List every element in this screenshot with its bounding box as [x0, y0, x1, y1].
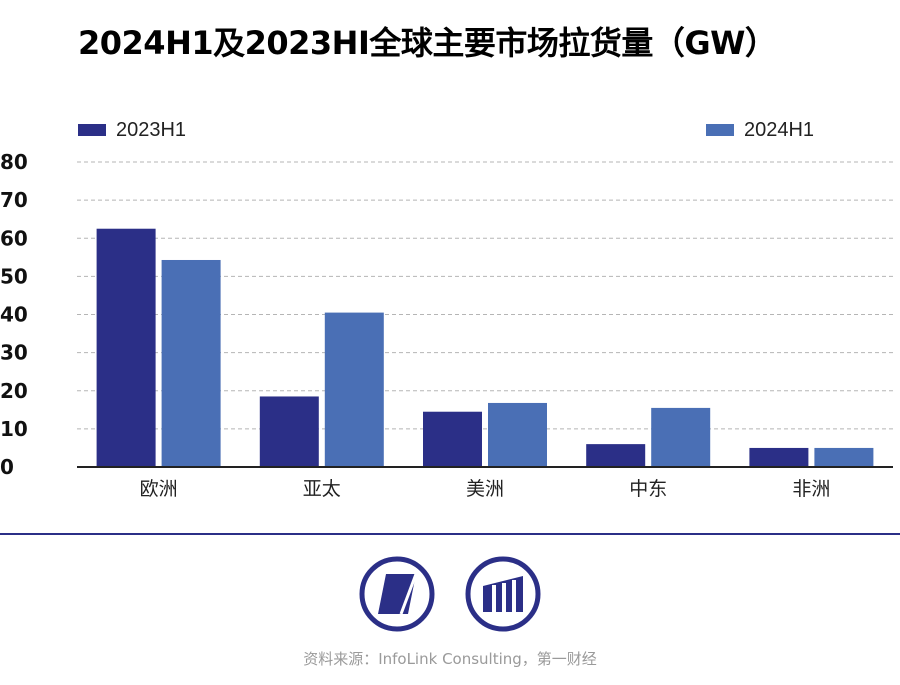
bar-2023h1-0 — [96, 228, 156, 467]
x-tick-label: 美洲 — [466, 478, 504, 500]
source-note: 资料来源：InfoLink Consulting，第一财经 — [303, 650, 597, 668]
x-tick-label: 欧洲 — [140, 478, 178, 500]
footer-divider — [0, 533, 900, 535]
bar-2023h1-4 — [749, 447, 809, 467]
legend-swatch-2024h1 — [706, 124, 734, 136]
bar-2024h1-3 — [651, 407, 711, 467]
y-tick-label: 70 — [0, 188, 28, 212]
bars — [96, 228, 874, 467]
y-tick-label: 20 — [0, 379, 28, 403]
y-tick-label: 50 — [0, 264, 28, 288]
legend-label-2023h1: 2023H1 — [116, 118, 187, 141]
x-tick-label: 中东 — [629, 478, 667, 500]
legend-label-2024h1: 2024H1 — [744, 118, 815, 141]
y-tick-label: 40 — [0, 303, 28, 327]
chart-title: 2024H1及2023HI全球主要市场拉货量（GW） — [78, 24, 777, 62]
bar-2023h1-1 — [259, 396, 319, 467]
y-tick-label: 10 — [0, 417, 28, 441]
bar-2024h1-4 — [814, 447, 874, 467]
bar-2023h1-3 — [586, 444, 646, 467]
infolink-logo-icon — [359, 556, 435, 632]
x-tick-label: 亚太 — [303, 478, 341, 500]
y-tick-label: 30 — [0, 341, 28, 365]
x-axis-ticks: 欧洲 亚太 美洲 中东 非洲 — [140, 478, 831, 500]
legend-swatch-2023h1 — [78, 124, 106, 136]
x-tick-label: 非洲 — [792, 478, 830, 500]
bar-2023h1-2 — [423, 411, 482, 467]
legend-item-2023h1: 2023H1 — [78, 118, 186, 142]
bar-2024h1-2 — [488, 402, 547, 467]
bar-chart: 0 10 20 30 40 50 60 70 80 欧洲 亚太 美洲 中东 非洲 — [0, 150, 893, 500]
legend-item-2024h1: 2024H1 — [706, 118, 814, 142]
bar-2024h1-0 — [161, 259, 221, 467]
bar-2024h1-1 — [324, 312, 384, 467]
y-tick-label: 80 — [0, 150, 28, 174]
y-axis-ticks: 0 10 20 30 40 50 60 70 80 — [0, 150, 28, 479]
y-tick-label: 0 — [0, 455, 14, 479]
y-tick-label: 60 — [0, 226, 28, 250]
yicai-logo-icon — [465, 556, 541, 632]
